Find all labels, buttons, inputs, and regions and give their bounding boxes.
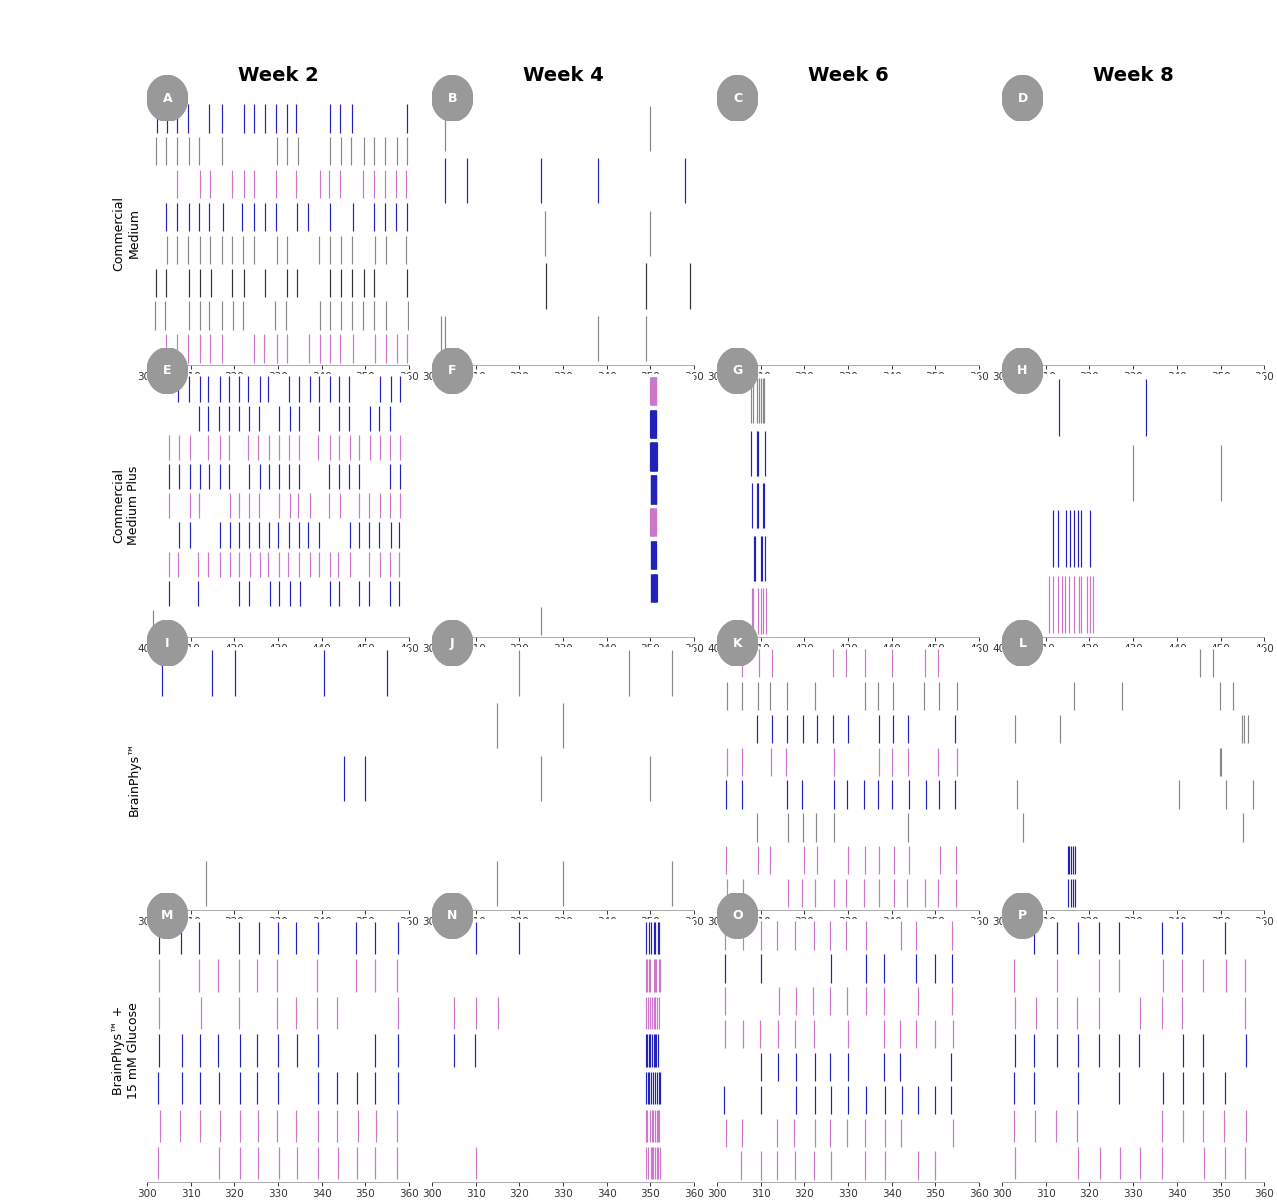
X-axis label: Time (seconds): Time (seconds) <box>235 929 321 940</box>
X-axis label: Time (seconds): Time (seconds) <box>1091 384 1176 395</box>
Circle shape <box>432 76 472 121</box>
Text: L: L <box>1019 637 1027 649</box>
Text: Week 4: Week 4 <box>522 66 603 85</box>
X-axis label: Time (seconds): Time (seconds) <box>806 929 890 940</box>
Text: N: N <box>447 910 457 922</box>
Circle shape <box>718 620 759 666</box>
Circle shape <box>432 620 472 666</box>
X-axis label: Time (seconds): Time (seconds) <box>235 656 321 667</box>
Circle shape <box>718 893 759 938</box>
X-axis label: Time (seconds): Time (seconds) <box>521 929 605 940</box>
X-axis label: Time (seconds): Time (seconds) <box>806 656 890 667</box>
Text: B: B <box>448 92 457 104</box>
Text: F: F <box>448 365 457 377</box>
Circle shape <box>1002 348 1043 394</box>
Text: Week 6: Week 6 <box>808 66 889 85</box>
Text: I: I <box>165 637 170 649</box>
Circle shape <box>147 893 188 938</box>
Text: K: K <box>733 637 742 649</box>
Circle shape <box>147 76 188 121</box>
Text: H: H <box>1018 365 1028 377</box>
Text: D: D <box>1018 92 1028 104</box>
Circle shape <box>432 348 472 394</box>
Text: M: M <box>161 910 174 922</box>
Circle shape <box>1002 620 1043 666</box>
Text: P: P <box>1018 910 1027 922</box>
Circle shape <box>432 893 472 938</box>
Circle shape <box>718 348 759 394</box>
Text: Week 8: Week 8 <box>1093 66 1174 85</box>
Text: BrainPhys™ +
15 mM Glucose: BrainPhys™ + 15 mM Glucose <box>112 1002 140 1099</box>
Text: BrainPhys™: BrainPhys™ <box>128 740 140 816</box>
Circle shape <box>718 76 759 121</box>
Text: J: J <box>450 637 455 649</box>
X-axis label: Time (seconds): Time (seconds) <box>806 384 890 395</box>
Circle shape <box>147 620 188 666</box>
Text: G: G <box>732 365 743 377</box>
Text: Commercial
Medium Plus: Commercial Medium Plus <box>112 466 140 546</box>
Text: C: C <box>733 92 742 104</box>
Text: O: O <box>732 910 743 922</box>
X-axis label: Time (seconds): Time (seconds) <box>521 384 605 395</box>
Text: E: E <box>163 365 171 377</box>
Circle shape <box>1002 76 1043 121</box>
Text: Week 2: Week 2 <box>238 66 318 85</box>
Circle shape <box>1002 893 1043 938</box>
X-axis label: Time (seconds): Time (seconds) <box>1091 656 1176 667</box>
Text: Commercial
Medium: Commercial Medium <box>112 196 140 271</box>
Circle shape <box>147 348 188 394</box>
X-axis label: Time (seconds): Time (seconds) <box>1091 929 1176 940</box>
X-axis label: Time (seconds): Time (seconds) <box>235 384 321 395</box>
Text: A: A <box>162 92 172 104</box>
X-axis label: Time (seconds): Time (seconds) <box>521 656 605 667</box>
